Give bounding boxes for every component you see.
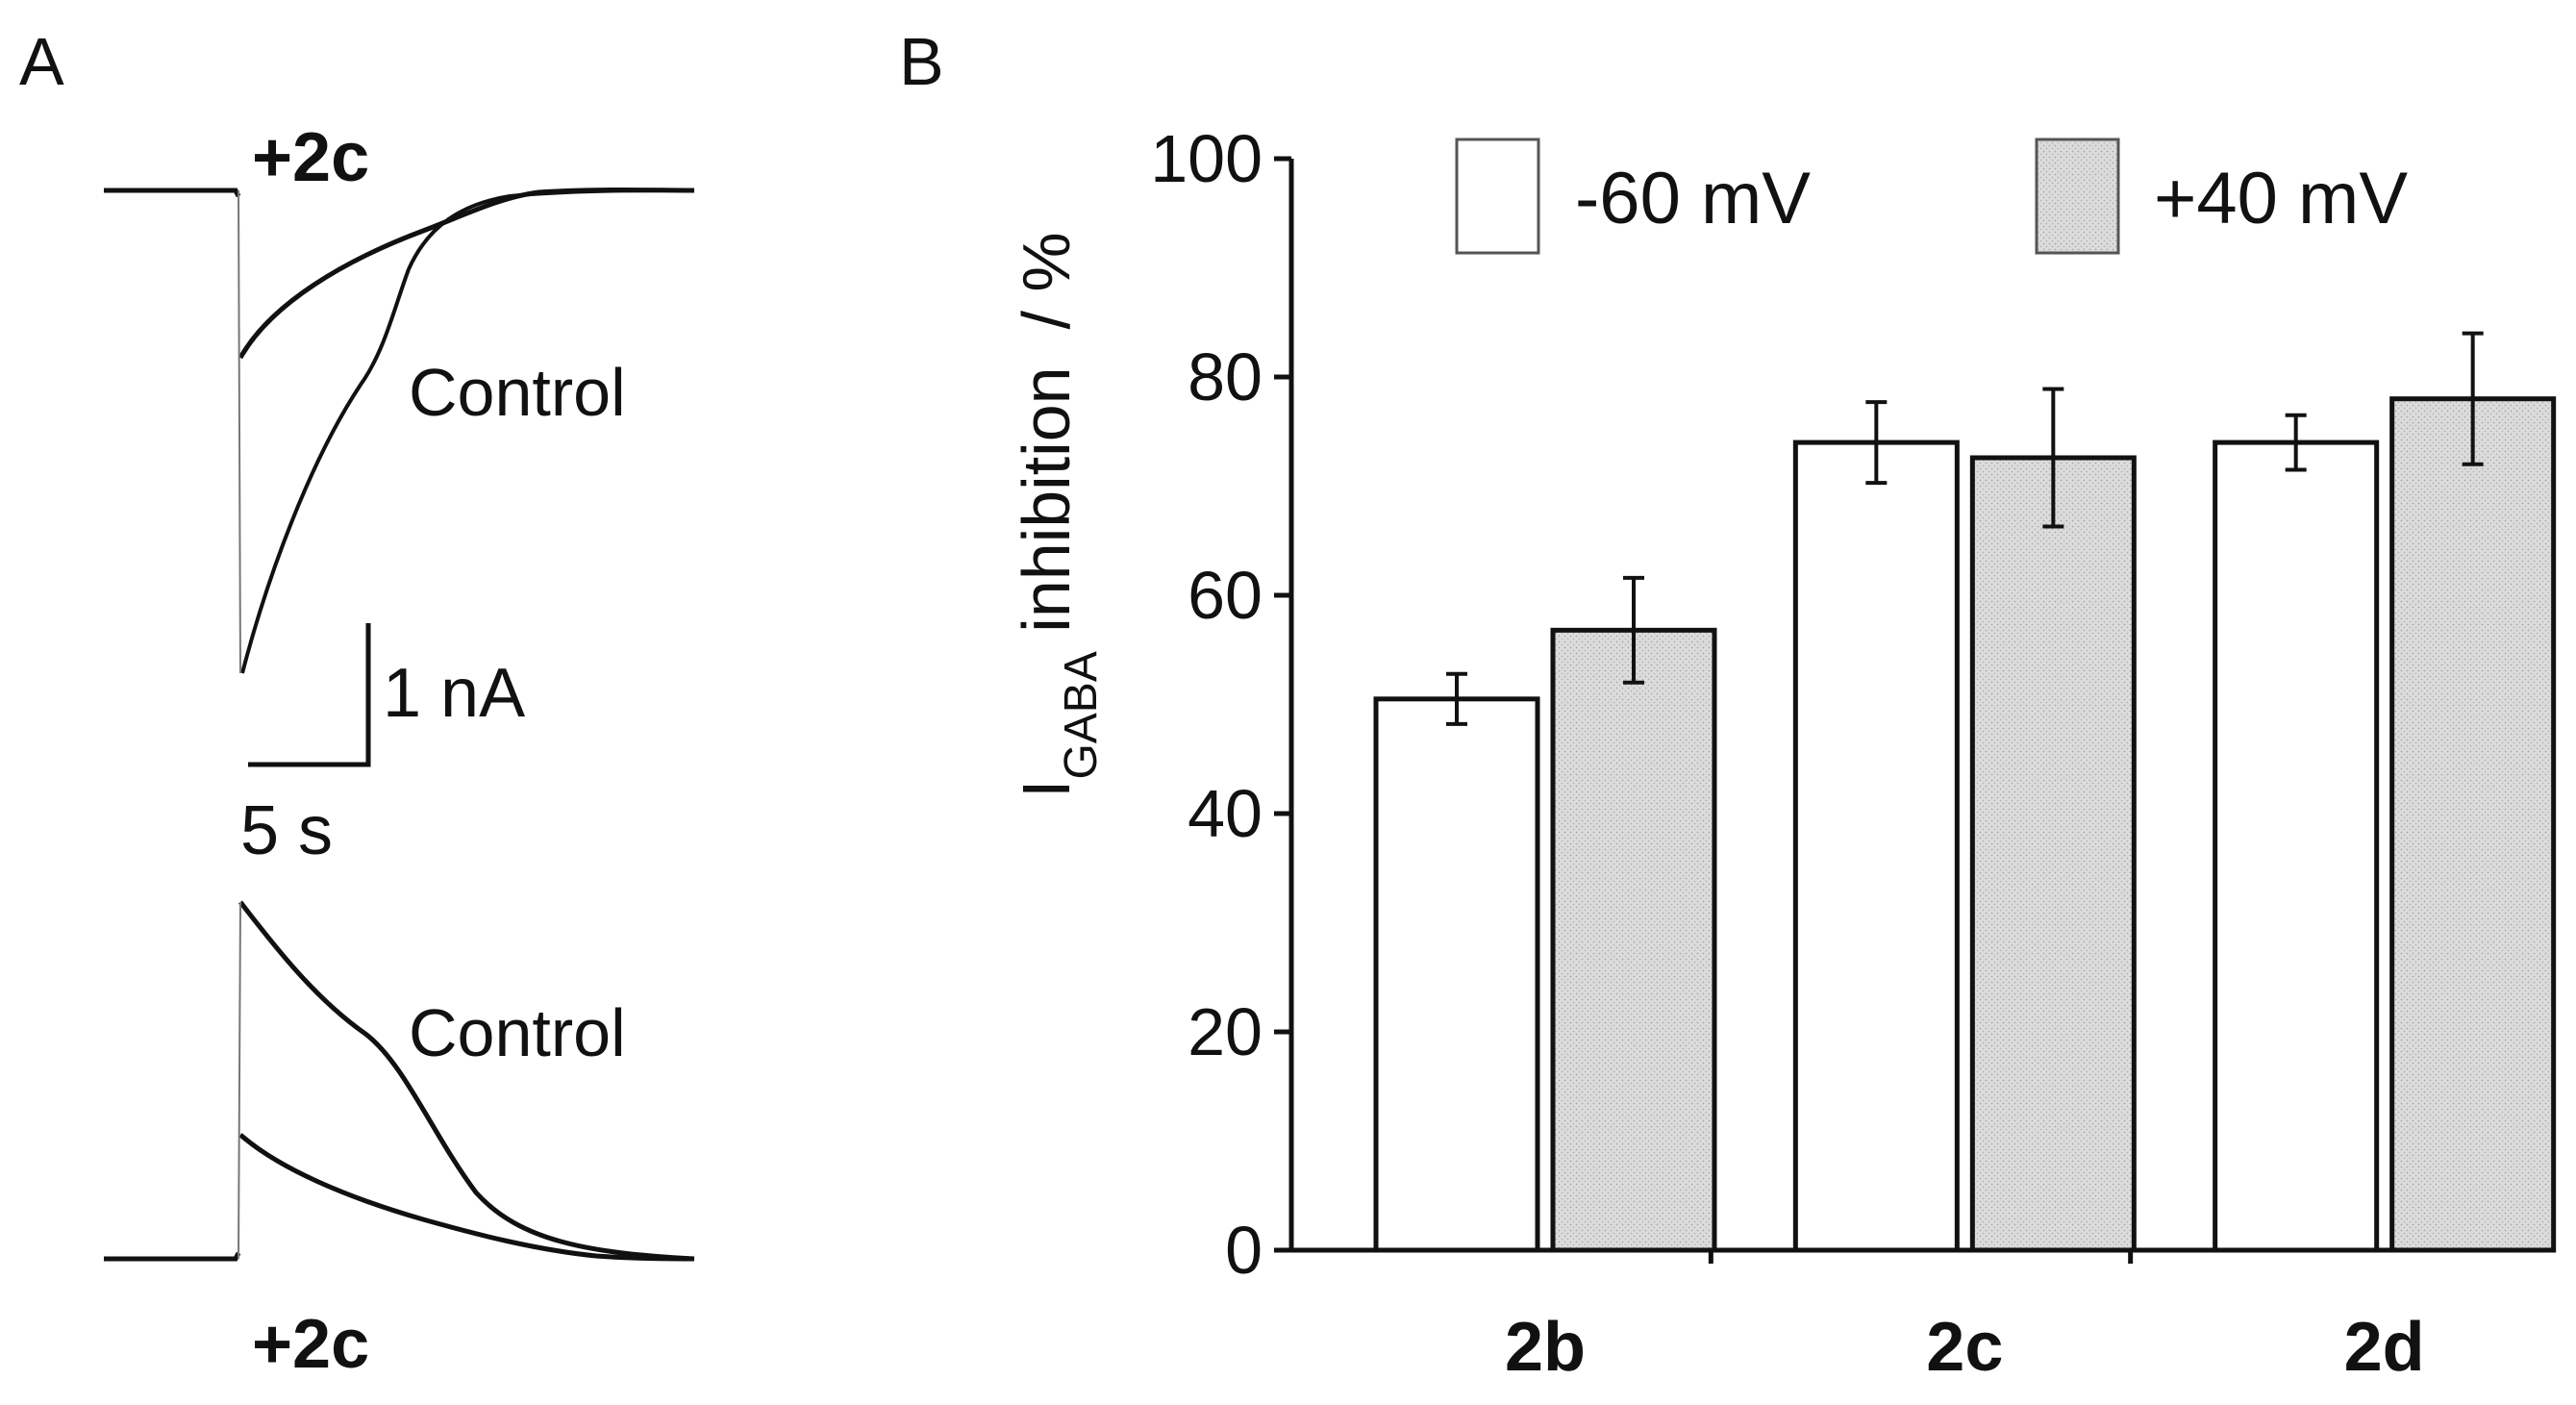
legend-label-pos40mv: +40 mV <box>2154 158 2408 239</box>
bar-2c-pos40mv <box>1969 455 2137 1253</box>
scale-time-label: 5 s <box>240 792 333 869</box>
x-tick-label-2b: 2b <box>1505 1309 1586 1386</box>
bottom-control-label: Control <box>409 995 626 1070</box>
bottom-drug-label: +2c <box>252 1306 369 1383</box>
y-tick-label: 60 <box>1188 558 1263 633</box>
y-axis-title-main: I <box>1009 780 1084 798</box>
bottom-onset-line <box>238 901 241 1260</box>
top-control-label: Control <box>409 355 626 430</box>
y-tick-label: 0 <box>1225 1213 1263 1288</box>
panel-b-label: B <box>899 24 944 99</box>
x-axis: 2b 2c 2d <box>1291 1247 2550 1386</box>
y-tick-label: 20 <box>1188 994 1263 1069</box>
legend-swatch-pos40mv <box>2035 138 2120 255</box>
top-baseline-trace <box>104 188 241 198</box>
scale-bar <box>248 623 371 767</box>
top-control-trace <box>240 188 695 674</box>
y-axis-title-sub: GABA <box>1056 651 1107 779</box>
y-tick-label: 100 <box>1150 121 1263 196</box>
y-axis-title: IGABA inhibition / % <box>1009 232 1107 798</box>
legend-swatch-neg60mv <box>1455 138 1540 255</box>
x-tick-label-2c: 2c <box>1926 1309 2003 1386</box>
bar-2c-neg60mv <box>1792 439 1960 1253</box>
legend-label-neg60mv: -60 mV <box>1575 158 1811 239</box>
svg-text:IGABA inhibition / %: IGABA inhibition / % <box>1009 232 1107 798</box>
panel-a-label: A <box>19 24 64 99</box>
bar-2d-neg60mv <box>2213 439 2380 1253</box>
scale-current-label: 1 nA <box>383 655 525 732</box>
y-axis: 0 20 40 60 80 100 <box>1150 121 1294 1288</box>
y-tick-label: 40 <box>1188 776 1263 851</box>
y-axis-title-rest: inhibition / % <box>1009 232 1084 651</box>
top-onset-line <box>238 189 241 674</box>
bars-group <box>1373 331 2557 1253</box>
panel-b: B IGABA inhibition / % 0 20 40 60 80 100 2b 2c… <box>899 24 2557 1386</box>
bottom-control-trace <box>238 900 695 1262</box>
panel-a: A +2c Control 1 nA 5 s Control +2c <box>19 24 695 1383</box>
x-tick-label-2d: 2d <box>2344 1309 2425 1386</box>
top-drug-trace <box>238 188 695 360</box>
bar-2d-pos40mv <box>2389 396 2557 1253</box>
bar-2b-pos40mv <box>1550 627 1717 1253</box>
top-drug-label: +2c <box>252 119 369 196</box>
bottom-drug-trace <box>238 1133 695 1262</box>
bottom-baseline-trace <box>104 1251 241 1262</box>
y-tick-label: 80 <box>1188 339 1263 414</box>
bar-2b-neg60mv <box>1373 696 1540 1253</box>
legend: -60 mV +40 mV <box>1455 138 2408 255</box>
